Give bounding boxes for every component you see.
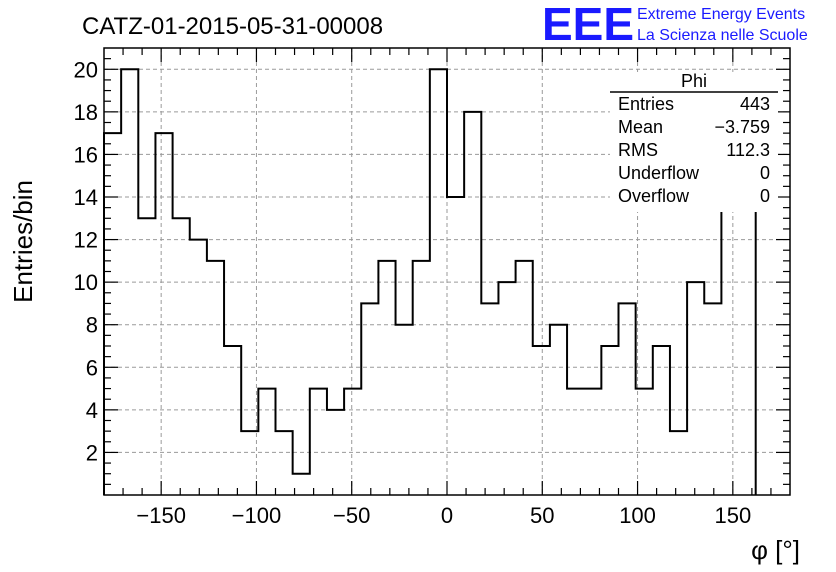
histogram-bin [121,69,138,495]
histogram-bin [190,240,207,495]
y-tick-label: 12 [74,228,98,253]
histogram-bin [636,389,653,495]
histogram-bin [704,303,721,495]
histogram-bin [687,282,704,495]
x-tick-label: −100 [232,503,282,528]
histogram-bin [516,261,533,495]
stats-box: Phi Entries 443 Mean −3.759 RMS 112.3 Un… [610,71,778,212]
histogram-bin [430,69,447,495]
histogram-bin [481,303,498,495]
histogram-bin [396,325,413,495]
histogram-bin [258,389,275,495]
histogram-bin [619,303,636,495]
stats-value-mean: −3.759 [714,117,770,137]
histogram-bin [207,261,224,495]
histogram-bin [310,389,327,495]
histogram-bin [361,303,378,495]
x-tick-label: −50 [333,503,370,528]
x-tick-label: 100 [619,503,656,528]
histogram-bin [224,346,241,495]
histogram-bin [498,282,515,495]
y-tick-label: 14 [74,185,98,210]
histogram-bin [567,389,584,495]
stats-label-underflow: Underflow [618,163,700,183]
x-axis-title: φ [°] [751,535,800,565]
histogram-bin [447,197,464,495]
stats-label-entries: Entries [618,94,674,114]
y-tick-label: 4 [86,398,98,423]
y-tick-label: 8 [86,313,98,338]
x-tick-label: 50 [530,503,554,528]
stats-value-entries: 443 [740,94,770,114]
logo-line1: Extreme Energy Events [637,6,805,23]
histogram-bin [653,346,670,495]
x-tick-label: 0 [441,503,453,528]
y-axis-title: Entries/bin [8,180,38,303]
histogram-bin [378,261,395,495]
stats-label-rms: RMS [618,140,658,160]
histogram-bin [293,474,310,495]
chart-title: CATZ-01-2015-05-31-00008 [82,13,383,40]
y-tick-label: 16 [74,142,98,167]
stats-label-overflow: Overflow [618,186,690,206]
y-tick-label: 20 [74,57,98,82]
y-tick-label: 18 [74,100,98,125]
histogram-bin [413,261,430,495]
histogram-bin [533,346,550,495]
stats-title: Phi [681,71,707,91]
histogram-bin [601,346,618,495]
histogram-bin [721,176,738,495]
histogram-bin [138,218,155,495]
histogram-bin [241,431,258,495]
logo-line2: La Scienza nelle Scuole [637,27,808,44]
logo-mark: EEE [542,0,634,50]
histogram-bin [327,410,344,495]
x-tick-label: 150 [714,503,751,528]
stats-label-mean: Mean [618,117,663,137]
histogram-bin [670,431,687,495]
histogram-bin [550,325,567,495]
y-tick-label: 6 [86,355,98,380]
stats-value-overflow: 0 [760,186,770,206]
stats-value-rms: 112.3 [726,140,770,160]
histogram-bin [276,431,293,495]
y-tick-label: 2 [86,440,98,465]
histogram-bin [173,218,190,495]
x-tick-label: −150 [136,503,186,528]
eee-logo: EEE Extreme Energy Events La Scienza nel… [542,0,808,50]
y-tick-label: 10 [74,270,98,295]
histogram-bin [344,389,361,495]
histogram-bin [584,389,601,495]
stats-value-underflow: 0 [760,163,770,183]
histogram-bin [464,112,481,495]
histogram-bin [155,133,172,495]
